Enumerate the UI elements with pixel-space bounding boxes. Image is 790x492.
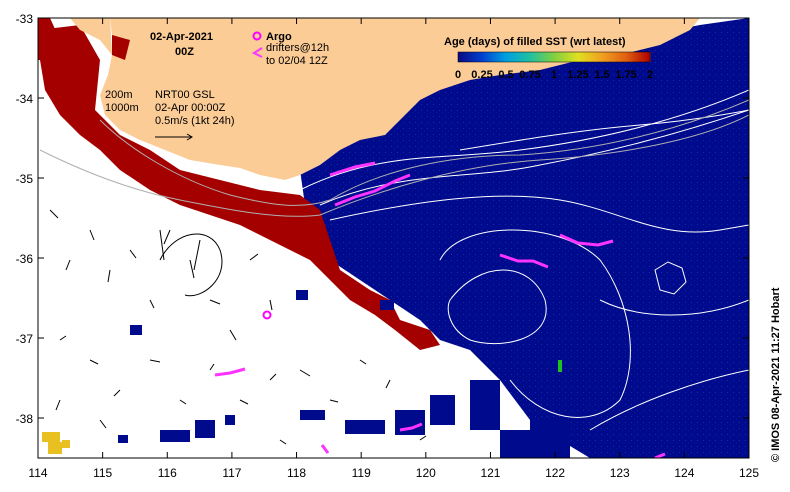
map-time: 00Z <box>175 46 194 58</box>
y-tick-label: -38 <box>16 412 34 426</box>
isobath-200-label: 200m <box>105 89 133 101</box>
x-tick-label: 124 <box>674 466 694 480</box>
colorbar-tick-label: 0.75 <box>519 69 540 81</box>
x-tick-label: 115 <box>93 466 112 480</box>
sst-map: 114 115 116 117 118 119 120 121 122 123 124 125 -33… <box>0 0 790 492</box>
y-tick-label: -34 <box>16 92 34 106</box>
colorbar-ticks: 0 0.25 0.5 0.75 1 1.25 1.5 1.75 2 <box>455 69 653 81</box>
colorbar-tick-label: 1.25 <box>567 69 588 81</box>
x-tick-label: 123 <box>610 466 630 480</box>
drifter-legend-line1: drifters@12h <box>266 42 329 54</box>
colorbar-tick-label: 1.75 <box>615 69 636 81</box>
plot-area <box>38 18 749 458</box>
x-tick-label: 120 <box>416 466 436 480</box>
drifter-legend-line2: to 02/04 12Z <box>266 55 328 67</box>
map-date: 02-Apr-2021 <box>150 31 213 43</box>
y-tick-label: -36 <box>16 252 34 266</box>
colorbar-tick-label: 0.5 <box>498 69 513 81</box>
credit-text: © IMOS 08-Apr-2021 11:27 Hobart <box>770 287 782 462</box>
x-tick-label: 118 <box>287 466 306 480</box>
colorbar-tick-label: 1.5 <box>594 69 609 81</box>
colorbar-tick-label: 2 <box>647 69 653 81</box>
x-tick-label: 116 <box>158 466 177 480</box>
isobath-1000-label: 1000m <box>105 102 139 114</box>
colorbar-tick-label: 0 <box>455 69 461 81</box>
x-tick-label: 122 <box>545 466 565 480</box>
colorbar-gradient <box>458 52 650 62</box>
x-tick-label: 125 <box>739 466 759 480</box>
x-tick-label: 119 <box>352 466 371 480</box>
colorbar <box>458 52 651 62</box>
y-tick-label: -37 <box>16 332 34 346</box>
x-tick-label: 114 <box>28 466 47 480</box>
colorbar-tick-label: 1 <box>551 69 557 81</box>
product-label: NRT00 GSL <box>155 89 215 101</box>
x-tick-label: 117 <box>222 466 241 480</box>
y-tick-label: -33 <box>16 12 34 26</box>
y-tick-label: -35 <box>16 172 34 186</box>
product-time: 02-Apr 00:00Z <box>155 102 226 114</box>
colorbar-tick-label: 0.25 <box>471 69 492 81</box>
x-tick-label: 121 <box>480 466 500 480</box>
colorbar-title: Age (days) of filled SST (wrt latest) <box>444 36 626 48</box>
vector-scale-label: 0.5m/s (1kt 24h) <box>155 115 234 127</box>
